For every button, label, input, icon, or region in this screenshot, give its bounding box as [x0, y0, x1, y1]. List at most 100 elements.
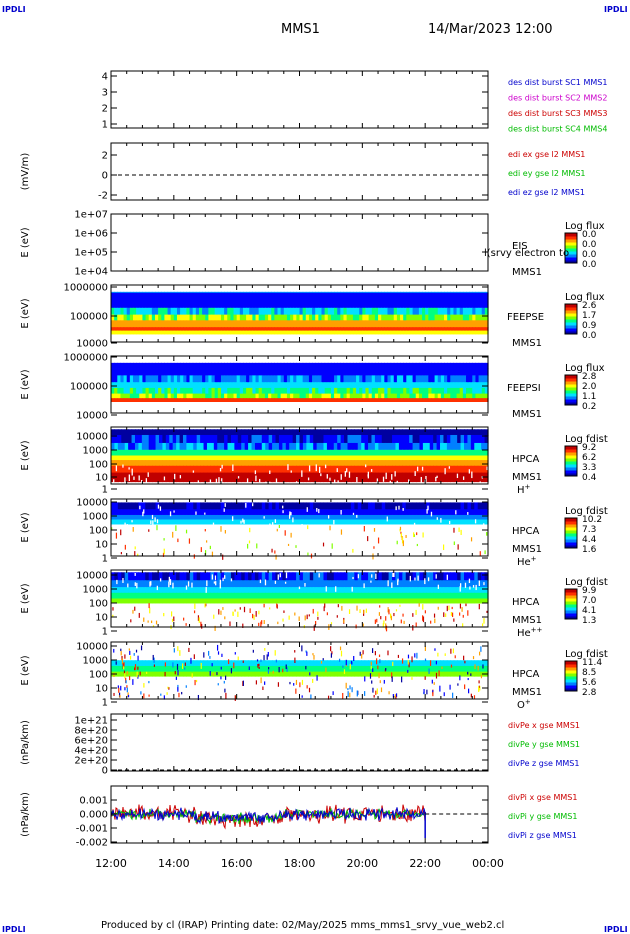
- hpca-o-panel-cell: [330, 665, 335, 673]
- feepsi-panel-cell: [261, 375, 266, 383]
- feepsi-panel-cell: [481, 362, 486, 369]
- hpca-o-panel-cell: [196, 660, 201, 667]
- hpca-o-panel-cell: [364, 660, 369, 667]
- feepsi-panel-cell: [409, 382, 414, 389]
- hpca-he-panel-cell: [176, 502, 181, 510]
- hpca-h-panel-cell: [227, 429, 232, 436]
- hpca-h-panel-cell: [436, 429, 441, 436]
- feepse-panel-cell: [409, 330, 414, 335]
- feepse-panel-cell: [374, 291, 379, 294]
- feepsi-panel-cell: [299, 362, 304, 369]
- feepse-panel-cell: [431, 307, 436, 316]
- feepsi-panel-cell: [412, 368, 417, 376]
- feepse-panel-cell: [233, 320, 238, 328]
- hpca-he-panel-gap: [139, 505, 141, 510]
- feepsi-panel-cell: [189, 382, 194, 389]
- hpca-he-panel-cell: [244, 509, 249, 516]
- hpca-he-panel-cell: [388, 514, 393, 520]
- hpca-h-panel-cell: [361, 460, 366, 467]
- feepse-panel-cell: [129, 330, 134, 335]
- feepse-panel-cell: [387, 327, 392, 331]
- feepse-panel-ytick-label: 1000000: [63, 283, 108, 294]
- feepse-panel-cell: [362, 314, 367, 321]
- hpca-h-panel-cell: [344, 449, 349, 456]
- hpca-o-panel-cell: [357, 665, 362, 673]
- hpca-o-panel-cell: [395, 660, 400, 667]
- feepsi-panel-cell: [400, 387, 404, 395]
- hpca-he2-panel-cell: [477, 592, 482, 599]
- hpca-h-panel-cell: [422, 472, 427, 483]
- hpca-he-panel-cell: [141, 519, 146, 525]
- hpca-h-panel-cell: [443, 442, 448, 451]
- feepse-panel-colorbar-tick: 0.9: [582, 321, 597, 331]
- hpca-he2-panel-cell: [182, 572, 187, 581]
- feepsi-panel-cell: [356, 362, 360, 369]
- feepse-panel-cell: [158, 330, 162, 335]
- hpca-he-panel-gap: [436, 517, 438, 520]
- hpca-o-panel-cell: [426, 671, 431, 677]
- hpca-h-panel-cell: [285, 472, 290, 483]
- hpca-h-panel-cell: [261, 442, 266, 451]
- hpca-he2-panel-cell: [412, 587, 417, 594]
- hpca-h-panel-cell: [254, 429, 259, 436]
- feepsi-panel-cell: [202, 368, 206, 376]
- hpca-h-panel-cell: [306, 449, 311, 456]
- feepsi-panel-cell: [371, 387, 376, 395]
- hpca-h-panel-cell: [429, 434, 434, 444]
- feepse-panel-cell: [343, 292, 348, 309]
- feepse-panel-cell: [290, 327, 294, 331]
- feepse-panel-cell: [111, 307, 115, 316]
- feepse-panel-cell: [475, 292, 480, 309]
- hpca-o-panel-cell: [419, 665, 424, 673]
- hpca-he2-panel-cell: [268, 580, 273, 588]
- feepse-panel-cell: [418, 291, 423, 294]
- hpca-he-panel-cell: [344, 519, 349, 525]
- hpca-h-panel-cell: [289, 472, 294, 483]
- hpca-h-panel-cell: [398, 460, 403, 467]
- hpca-o-panel-cell: [254, 665, 259, 673]
- hpca-he-panel-cell: [220, 514, 225, 520]
- hpca-he2-panel-gap: [116, 579, 118, 585]
- hpca-he2-panel-cell: [272, 580, 277, 588]
- feepse-panel-cell: [308, 291, 313, 294]
- hpca-o-panel-cell: [265, 671, 270, 677]
- hpca-h-panel-cell: [196, 472, 201, 483]
- hpca-h-panel-gap: [259, 478, 261, 483]
- hpca-o-panel-cell: [299, 665, 304, 673]
- hpca-h-panel-cell: [296, 442, 301, 451]
- hpca-he-panel-cell: [230, 502, 235, 510]
- hpca-he-panel-ytick-label: 10000: [76, 498, 108, 509]
- hpca-he2-panel-speckle: [294, 612, 296, 616]
- hpca-he2-panel-cell: [381, 592, 386, 599]
- hpca-he-panel-cell: [306, 514, 311, 520]
- hpca-o-panel-cell: [385, 671, 390, 677]
- feepsi-panel-cell: [371, 398, 376, 402]
- hpca-he-panel-cell: [302, 514, 307, 520]
- feepsi-panel-cell: [145, 393, 150, 399]
- hpca-he-panel-cell: [152, 502, 157, 510]
- hpca-he-panel-cell: [361, 514, 366, 520]
- feepsi-panel-cell: [318, 362, 323, 369]
- feepsi-panel-cell: [444, 382, 448, 389]
- hpca-h-panel-gap: [218, 477, 220, 484]
- hpca-he-panel-cell: [440, 514, 445, 520]
- hpca-h-panel-cell: [316, 449, 321, 456]
- feepse-panel-cell: [409, 314, 414, 321]
- hpca-he2-panel-cell: [474, 572, 479, 581]
- hpca-o-panel-cell: [244, 665, 249, 673]
- hpca-he-panel-speckle: [329, 525, 331, 531]
- hpca-h-panel-cell: [326, 429, 331, 436]
- hpca-h-panel-cell: [234, 465, 239, 473]
- hpca-he-panel-cell: [477, 519, 482, 525]
- feepse-panel-cell: [444, 330, 448, 335]
- feepsi-panel-cell: [459, 362, 464, 369]
- feepse-panel-cell: [343, 330, 348, 335]
- feepse-panel-cell: [205, 314, 209, 321]
- hpca-he2-panel-cell: [350, 572, 355, 581]
- feepsi-panel-cell: [437, 375, 442, 383]
- hpca-he-panel-cell: [302, 502, 307, 510]
- feepsi-panel-cell: [126, 375, 131, 383]
- hpca-he-panel-cell: [457, 509, 462, 516]
- hpca-h-panel-cell: [121, 442, 126, 451]
- feepsi-panel-cell: [148, 368, 153, 376]
